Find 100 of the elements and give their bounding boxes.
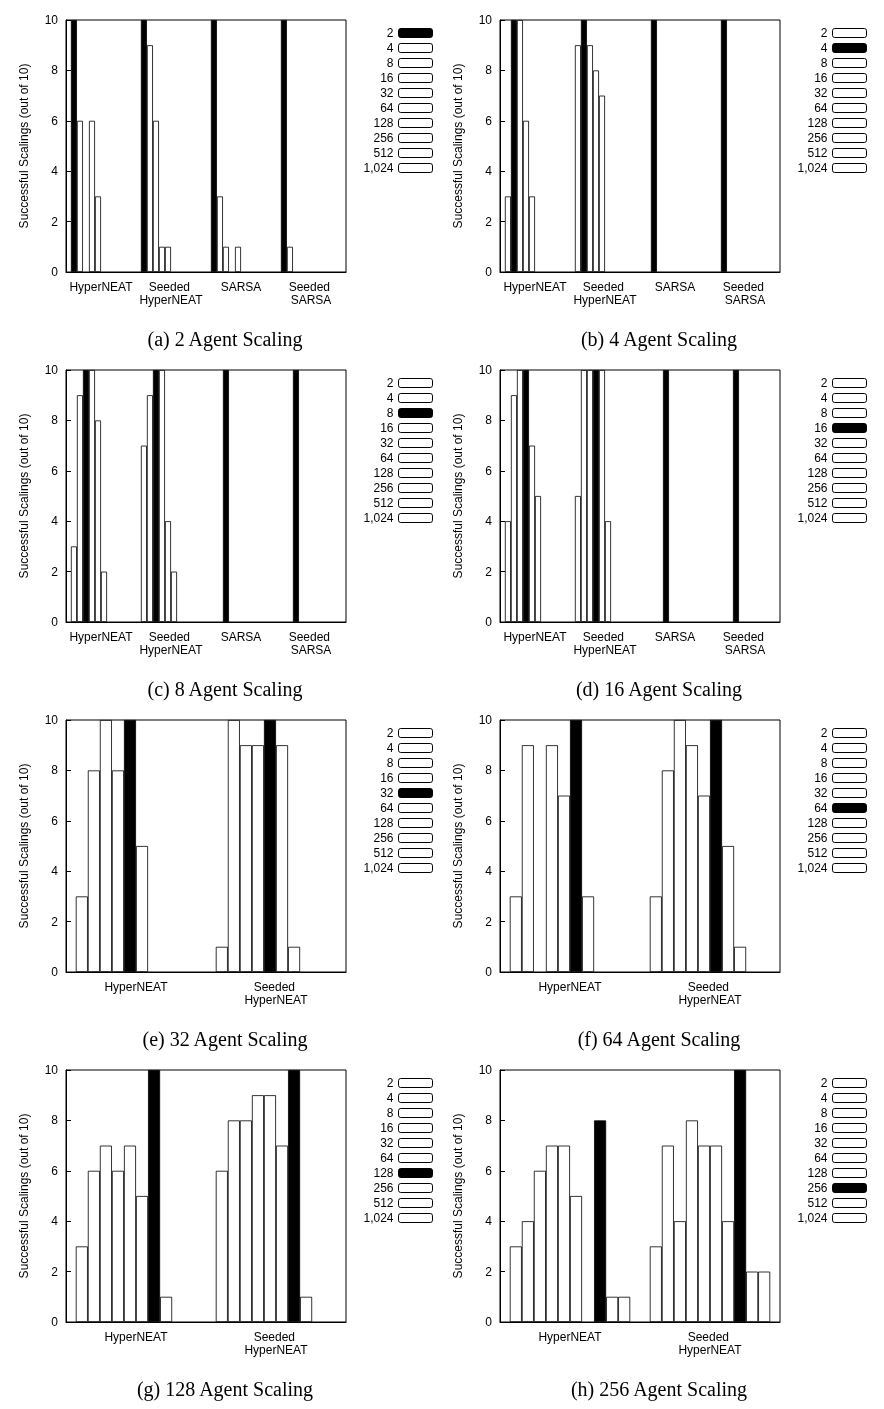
legend-label: 1,024 <box>363 1211 394 1225</box>
y-tick-label: 6 <box>51 113 59 128</box>
y-tick-label: 0 <box>485 965 493 979</box>
legend-label: 4 <box>386 391 394 405</box>
legend-label: 1,024 <box>797 511 828 525</box>
legend-label: 512 <box>373 1196 394 1210</box>
legend-label: 4 <box>820 391 828 405</box>
legend-label: 128 <box>807 816 828 830</box>
x-tick-label: Seeded HyperNEAT <box>678 1329 743 1357</box>
legend-label: 8 <box>820 406 828 420</box>
y-tick-label: 4 <box>51 514 59 529</box>
legend-label: 16 <box>814 71 828 85</box>
legend-label: 2 <box>386 26 394 40</box>
y-tick-label: 4 <box>485 1214 493 1229</box>
legend-label: 64 <box>814 451 828 465</box>
legend-label: 128 <box>807 1166 828 1180</box>
legend-label: 128 <box>373 816 394 830</box>
legend-label: 8 <box>386 1106 394 1120</box>
x-tick-label: Seeded HyperNEAT <box>678 979 743 1007</box>
y-tick-label: 6 <box>485 113 493 128</box>
y-tick-label: 4 <box>485 514 493 529</box>
legend-label: 2 <box>820 1076 828 1090</box>
y-tick-label: 6 <box>51 813 59 828</box>
y-tick-label: 10 <box>478 713 493 727</box>
x-tick-label: Seeded HyperNEAT <box>244 979 309 1007</box>
y-tick-label: 2 <box>485 1264 493 1279</box>
y-tick-label: 10 <box>478 363 493 377</box>
y-tick-label: 2 <box>485 214 493 229</box>
x-tick-label: Seeded SARSA <box>722 629 768 657</box>
legend-label: 128 <box>807 466 828 480</box>
y-tick-label: 10 <box>478 1063 493 1077</box>
y-tick-label: 8 <box>51 1113 59 1128</box>
y-tick-label: 0 <box>485 615 493 629</box>
legend-label: 8 <box>386 56 394 70</box>
legend-label: 4 <box>386 41 394 55</box>
legend-label: 256 <box>373 1181 394 1195</box>
y-axis-title: Successful Scalings (out of 10) <box>451 763 465 929</box>
legend-label: 512 <box>807 846 828 860</box>
y-axis-title: Successful Scalings (out of 10) <box>451 413 465 579</box>
y-tick-label: 2 <box>51 564 59 579</box>
x-tick-label: HyperNEAT <box>104 1329 169 1344</box>
legend-label: 256 <box>807 481 828 495</box>
legend-label: 1,024 <box>797 861 828 875</box>
legend-label: 32 <box>814 436 828 450</box>
legend-label: 8 <box>820 56 828 70</box>
legend-label: 32 <box>814 1136 828 1150</box>
y-tick-label: 10 <box>44 1063 59 1077</box>
y-tick-label: 10 <box>478 13 493 27</box>
x-tick-label: Seeded HyperNEAT <box>573 279 638 307</box>
legend-label: 64 <box>380 1151 394 1165</box>
y-axis-title: Successful Scalings (out of 10) <box>17 763 31 929</box>
x-tick-label: HyperNEAT <box>538 1329 603 1344</box>
legend-label: 2 <box>386 1076 394 1090</box>
y-tick-label: 8 <box>51 63 59 78</box>
x-tick-label: HyperNEAT <box>69 279 134 294</box>
y-tick-label: 2 <box>485 914 493 929</box>
y-tick-label: 8 <box>485 1113 493 1128</box>
y-tick-label: 6 <box>485 463 493 478</box>
y-tick-label: 0 <box>51 615 59 629</box>
x-tick-label: HyperNEAT <box>538 979 603 994</box>
legend-label: 8 <box>386 406 394 420</box>
legend-label: 4 <box>820 741 828 755</box>
y-tick-label: 6 <box>485 813 493 828</box>
legend-label: 64 <box>814 1151 828 1165</box>
y-tick-label: 0 <box>51 265 59 279</box>
legend-label: 8 <box>820 1106 828 1120</box>
legend-label: 16 <box>814 771 828 785</box>
legend-label: 512 <box>807 496 828 510</box>
y-tick-label: 2 <box>51 214 59 229</box>
y-axis-title: Successful Scalings (out of 10) <box>451 1113 465 1279</box>
text: (a) 2 Agent Scaling <box>147 328 303 351</box>
y-tick-label: 8 <box>51 413 59 428</box>
x-tick-label: Seeded HyperNEAT <box>244 1329 309 1357</box>
text: (g) 128 Agent Scaling <box>136 1378 314 1401</box>
y-tick-label: 10 <box>44 13 59 27</box>
legend-label: 256 <box>373 481 394 495</box>
x-tick-label: Seeded HyperNEAT <box>139 279 204 307</box>
legend-label: 128 <box>807 116 828 130</box>
y-tick-label: 2 <box>51 914 59 929</box>
legend-label: 32 <box>814 786 828 800</box>
y-tick-label: 2 <box>51 1264 59 1279</box>
y-tick-label: 6 <box>51 463 59 478</box>
y-tick-label: 6 <box>51 1163 59 1178</box>
legend-label: 32 <box>814 86 828 100</box>
y-axis-title: Successful Scalings (out of 10) <box>17 413 31 579</box>
x-tick-label: SARSA <box>654 279 696 294</box>
legend-label: 512 <box>807 1196 828 1210</box>
y-tick-label: 8 <box>51 763 59 778</box>
legend-label: 128 <box>373 116 394 130</box>
text: (h) 256 Agent Scaling <box>570 1378 748 1401</box>
legend-label: 4 <box>820 1091 828 1105</box>
x-tick-label: Seeded HyperNEAT <box>573 629 638 657</box>
legend-label: 64 <box>814 101 828 115</box>
y-axis-title: Successful Scalings (out of 10) <box>17 63 31 229</box>
y-tick-label: 4 <box>51 864 59 879</box>
legend-label: 256 <box>373 131 394 145</box>
x-tick-label: Seeded SARSA <box>288 279 334 307</box>
legend-label: 512 <box>807 146 828 160</box>
legend-label: 1,024 <box>363 861 394 875</box>
legend-label: 16 <box>380 1121 394 1135</box>
